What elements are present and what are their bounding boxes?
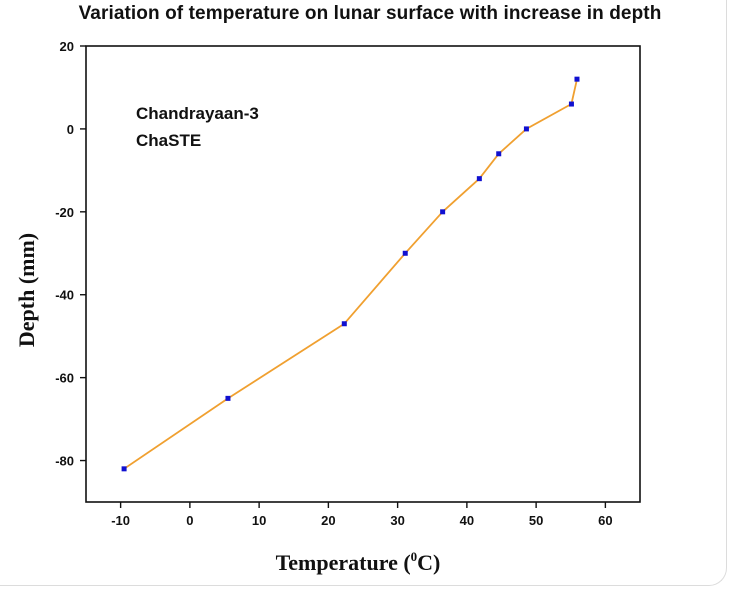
data-point	[568, 101, 574, 107]
x-tick-label: -10	[111, 513, 130, 528]
x-axis-title: Temperature (0C)	[276, 549, 441, 575]
x-tick-label: 10	[252, 513, 266, 528]
plot-area-border	[85, 45, 641, 503]
annotation-line-1: Chandrayaan-3	[136, 104, 259, 123]
x-tick-label: 30	[390, 513, 404, 528]
annotation-line-2: ChaSTE	[136, 131, 201, 150]
x-axis-title-superscript: 0	[411, 549, 418, 564]
data-point	[476, 176, 482, 182]
data-point	[225, 395, 231, 401]
x-axis-title-unit: C)	[417, 550, 440, 575]
x-tick-label: 40	[460, 513, 474, 528]
chart-frame	[0, 0, 727, 586]
data-point	[496, 151, 502, 157]
y-tick-label: 20	[60, 39, 74, 54]
x-tick-label: 60	[598, 513, 612, 528]
y-tick-label: -60	[55, 371, 74, 386]
data-point	[121, 466, 127, 472]
y-tick-label: -40	[55, 288, 74, 303]
data-point	[402, 250, 408, 256]
x-tick-label: 50	[529, 513, 543, 528]
x-axis-title-main: Temperature (	[276, 550, 411, 575]
data-point	[440, 209, 446, 215]
x-tick-label: 20	[321, 513, 335, 528]
y-tick-label: -20	[55, 205, 74, 220]
y-tick-label: -80	[55, 454, 74, 469]
x-tick-label: 0	[186, 513, 193, 528]
series-line	[123, 79, 578, 470]
data-point	[341, 321, 347, 327]
chart-title: Variation of temperature on lunar surfac…	[78, 3, 662, 24]
data-point	[574, 76, 580, 82]
y-axis-title: Depth (mm)	[14, 233, 39, 347]
y-tick-label: 0	[67, 122, 74, 137]
data-point	[523, 126, 529, 132]
